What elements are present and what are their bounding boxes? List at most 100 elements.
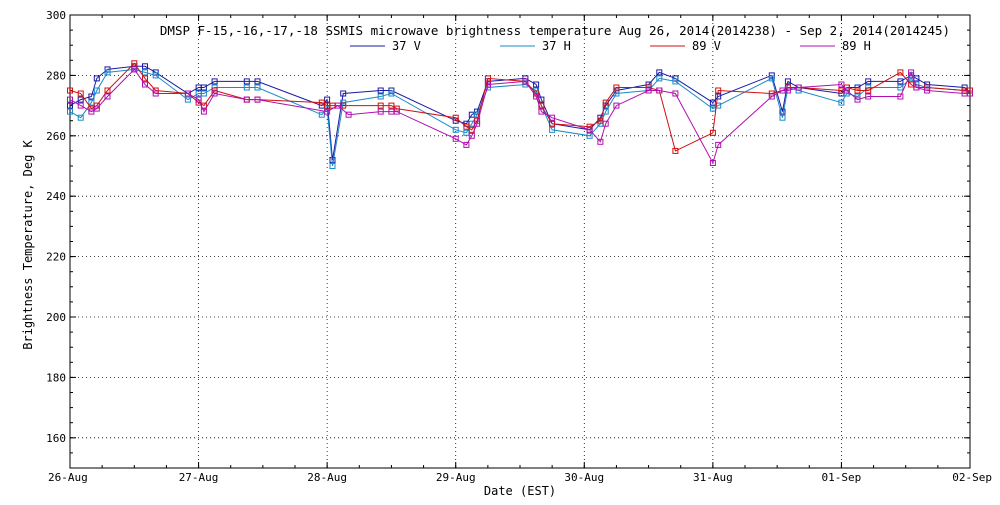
data-point xyxy=(452,114,459,121)
data-point xyxy=(967,90,973,97)
data-point xyxy=(913,84,920,91)
data-point xyxy=(908,69,915,76)
data-point xyxy=(474,120,481,127)
data-point xyxy=(243,84,250,91)
data-point xyxy=(779,108,786,115)
data-point xyxy=(377,93,384,100)
data-point xyxy=(672,90,679,97)
data-point xyxy=(67,102,73,109)
data-point xyxy=(838,99,845,106)
data-point xyxy=(195,96,202,103)
data-point xyxy=(334,102,341,109)
data-point xyxy=(77,90,84,97)
data-point xyxy=(254,84,261,91)
data-point xyxy=(549,120,556,127)
data-point xyxy=(865,87,872,94)
data-point xyxy=(142,63,148,70)
data-point xyxy=(586,126,593,133)
data-point xyxy=(77,102,84,109)
y-tick-label: 180 xyxy=(46,371,66,384)
data-point xyxy=(77,114,84,121)
data-point xyxy=(200,90,207,97)
data-point xyxy=(779,114,786,121)
legend-label: 89 V xyxy=(692,39,721,53)
data-point xyxy=(586,132,593,139)
y-axis-label: Brightness Temperature, Deg K xyxy=(21,139,35,349)
data-point xyxy=(838,81,845,88)
y-axis-ticks: 160 180 200 220 240 260 280 300 xyxy=(46,9,970,469)
data-point xyxy=(843,87,850,94)
data-point xyxy=(93,105,100,112)
data-point xyxy=(854,87,861,94)
y-tick-label: 280 xyxy=(46,69,66,82)
data-point xyxy=(897,69,904,76)
data-point xyxy=(709,160,716,166)
data-point xyxy=(784,87,791,94)
data-point xyxy=(854,96,861,103)
data-point xyxy=(656,75,663,82)
data-point xyxy=(865,93,872,100)
y-tick-label: 260 xyxy=(46,130,66,143)
legend-label: 37 V xyxy=(392,39,421,53)
data-point xyxy=(388,90,395,97)
data-point xyxy=(784,78,791,85)
data-point xyxy=(152,90,159,97)
data-point xyxy=(340,90,347,97)
data-point xyxy=(345,111,352,118)
series-89-h xyxy=(67,66,973,166)
data-point xyxy=(142,75,148,82)
data-point xyxy=(484,75,491,82)
data-point xyxy=(709,129,716,136)
data-point xyxy=(522,78,529,85)
data-point xyxy=(645,87,652,94)
data-point xyxy=(377,87,384,94)
data-point xyxy=(393,108,400,115)
data-point xyxy=(377,102,384,109)
x-tick-label: 28-Aug xyxy=(307,471,347,484)
data-point xyxy=(104,87,111,94)
x-tick-label: 31-Aug xyxy=(693,471,733,484)
data-point xyxy=(131,66,138,73)
data-point xyxy=(602,120,609,127)
data-point xyxy=(468,132,475,139)
legend: 37 V 37 H 89 V 89 H xyxy=(350,39,871,53)
data-point xyxy=(452,135,459,142)
data-point xyxy=(602,99,609,106)
data-point xyxy=(715,87,722,94)
data-point xyxy=(329,163,336,169)
y-tick-label: 160 xyxy=(46,432,66,445)
data-point xyxy=(549,126,556,133)
data-point xyxy=(377,108,384,115)
data-point xyxy=(613,84,620,91)
data-point xyxy=(77,96,84,103)
data-point xyxy=(142,69,148,76)
y-tick-label: 200 xyxy=(46,311,66,324)
y-tick-label: 300 xyxy=(46,9,66,22)
data-point xyxy=(200,84,207,91)
x-axis-ticks: 26-Aug 27-Aug 28-Aug 29-Aug 30-Aug 31-Aug 01-S… xyxy=(48,15,992,484)
data-point xyxy=(613,90,620,97)
plot-area xyxy=(69,14,971,469)
data-point xyxy=(211,90,218,97)
x-tick-label: 26-Aug xyxy=(48,471,88,484)
data-point xyxy=(715,141,722,148)
legend-label: 89 H xyxy=(842,39,871,53)
data-point xyxy=(897,84,904,91)
data-point xyxy=(104,93,111,100)
data-point xyxy=(715,102,722,109)
data-point xyxy=(243,78,250,85)
data-point xyxy=(672,147,679,154)
data-point xyxy=(768,75,775,82)
series-layer xyxy=(67,60,973,169)
data-point xyxy=(254,96,261,103)
x-axis-label: Date (EST) xyxy=(484,484,556,498)
data-point xyxy=(656,69,663,76)
data-point xyxy=(131,60,138,67)
data-point xyxy=(463,123,470,130)
data-point xyxy=(152,72,159,79)
data-point xyxy=(93,87,100,94)
x-tick-label: 27-Aug xyxy=(179,471,219,484)
data-point xyxy=(586,123,593,130)
